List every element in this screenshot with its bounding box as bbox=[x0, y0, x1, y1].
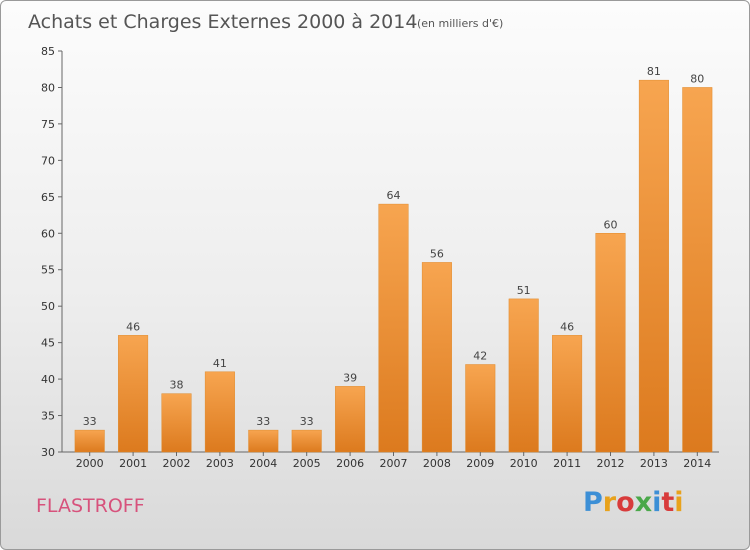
bar-value-label: 33 bbox=[256, 415, 270, 428]
bar bbox=[421, 262, 452, 453]
bar-value-label: 38 bbox=[170, 379, 184, 392]
bar bbox=[335, 386, 366, 453]
bar-value-label: 81 bbox=[647, 65, 661, 78]
bar-value-label: 60 bbox=[604, 218, 618, 231]
logo-letter: i bbox=[674, 487, 684, 518]
logo-letter: i bbox=[652, 487, 662, 518]
bar-value-label: 41 bbox=[213, 357, 227, 370]
x-tick-label: 2009 bbox=[466, 457, 494, 470]
bar-value-label: 46 bbox=[560, 320, 574, 333]
bar bbox=[508, 298, 539, 453]
logo-letter: t bbox=[661, 487, 675, 518]
bar bbox=[552, 335, 583, 453]
y-tick-label: 75 bbox=[41, 118, 55, 131]
proxiti-logo: Proxiti bbox=[583, 487, 684, 518]
x-tick-label: 2010 bbox=[510, 457, 538, 470]
logo-letter: o bbox=[616, 487, 635, 518]
bar-value-label: 42 bbox=[473, 350, 487, 363]
x-tick-label: 2006 bbox=[336, 457, 364, 470]
y-tick-label: 55 bbox=[41, 264, 55, 277]
y-tick-label: 60 bbox=[41, 227, 55, 240]
y-tick-label: 30 bbox=[41, 446, 55, 459]
y-tick-label: 45 bbox=[41, 337, 55, 350]
x-tick-label: 2008 bbox=[423, 457, 451, 470]
bar bbox=[595, 233, 626, 453]
logo-letter: r bbox=[602, 487, 617, 518]
bar bbox=[161, 393, 192, 453]
logo-letter: P bbox=[583, 487, 603, 518]
bar bbox=[204, 371, 235, 453]
y-tick-label: 35 bbox=[41, 410, 55, 423]
bar bbox=[118, 335, 149, 453]
bar-value-label: 33 bbox=[83, 415, 97, 428]
chart-subtitle: (en milliers d'€) bbox=[417, 17, 503, 30]
logo-letter: x bbox=[634, 487, 653, 518]
y-tick-label: 70 bbox=[41, 154, 55, 167]
x-tick-label: 2000 bbox=[76, 457, 104, 470]
y-tick-label: 50 bbox=[41, 300, 55, 313]
bar-value-label: 56 bbox=[430, 247, 444, 260]
x-tick-label: 2011 bbox=[553, 457, 581, 470]
bar bbox=[638, 79, 669, 453]
commune-name: FLASTROFF bbox=[36, 495, 145, 517]
x-tick-label: 2004 bbox=[249, 457, 277, 470]
x-tick-label: 2001 bbox=[119, 457, 147, 470]
bar bbox=[378, 203, 409, 453]
x-tick-label: 2003 bbox=[206, 457, 234, 470]
x-tick-label: 2014 bbox=[683, 457, 711, 470]
y-tick-label: 40 bbox=[41, 373, 55, 386]
chart-title: Achats et Charges Externes 2000 à 2014 bbox=[28, 11, 417, 33]
y-tick-label: 80 bbox=[41, 81, 55, 94]
bar-value-label: 64 bbox=[387, 189, 401, 202]
y-ticks: 30 35 40 45 50 55 60 65 70 75 80 85 bbox=[41, 45, 62, 459]
x-tick-label: 2007 bbox=[380, 457, 408, 470]
x-ticks: 2000 2001 2002 2003 2004 2005 2006 2007 2008 2009… bbox=[76, 452, 711, 470]
bar bbox=[248, 429, 279, 453]
bar bbox=[465, 364, 496, 453]
x-tick-label: 2012 bbox=[597, 457, 625, 470]
bar bbox=[291, 429, 322, 453]
y-tick-label: 85 bbox=[41, 45, 55, 58]
bar bbox=[74, 429, 105, 453]
bars: 33 46 38 41 33 33 39 64 56 42 51 46 60 81 80 bbox=[74, 65, 713, 453]
x-tick-label: 2013 bbox=[640, 457, 668, 470]
y-tick-label: 65 bbox=[41, 191, 55, 204]
bar-value-label: 33 bbox=[300, 415, 314, 428]
bar-value-label: 46 bbox=[126, 320, 140, 333]
bar-value-label: 39 bbox=[343, 371, 357, 384]
bar bbox=[682, 87, 713, 453]
bar-value-label: 80 bbox=[690, 72, 704, 85]
x-tick-label: 2005 bbox=[293, 457, 321, 470]
bar-value-label: 51 bbox=[517, 284, 531, 297]
x-tick-label: 2002 bbox=[163, 457, 191, 470]
